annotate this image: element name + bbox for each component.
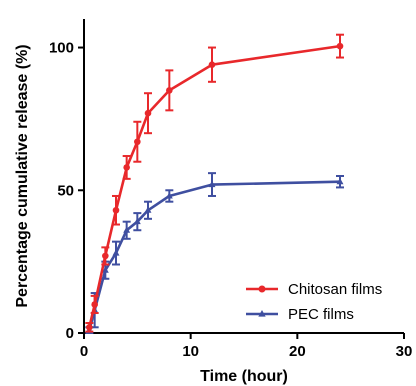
legend-swatch-marker	[258, 310, 266, 317]
data-point	[208, 61, 216, 68]
data-point	[91, 301, 98, 308]
series-line	[88, 44, 341, 328]
data-point	[86, 323, 93, 331]
data-point	[112, 206, 120, 214]
data-point	[123, 226, 131, 233]
data-point	[336, 177, 344, 185]
data-point	[166, 87, 173, 94]
data-point	[112, 249, 120, 256]
legend-item-pec-films: PEC films	[246, 306, 354, 323]
y-tick-label: 50	[57, 182, 74, 199]
series-layer	[85, 33, 344, 334]
y-axis-title: Percentage cumulative release (%)	[14, 44, 31, 307]
legend-label: PEC films	[288, 306, 354, 323]
x-axis-title: Time (hour)	[200, 368, 288, 385]
data-point	[336, 42, 344, 50]
series-chitosan-films	[85, 33, 344, 333]
data-point	[123, 164, 130, 171]
x-tick-label: 20	[289, 343, 306, 360]
data-point	[134, 138, 141, 146]
data-point	[133, 217, 141, 225]
x-tick-label: 0	[80, 343, 88, 360]
legend-label: Chitosan films	[288, 281, 382, 298]
y-tick-label: 0	[66, 325, 74, 342]
data-point	[101, 266, 109, 273]
legend-item-chitosan-films: Chitosan films	[246, 281, 382, 298]
series-line	[88, 180, 341, 331]
axes: 0 10 20 30 0 50 100	[49, 19, 412, 360]
legend: Chitosan films PEC films	[246, 281, 382, 323]
x-tick-label: 30	[396, 343, 413, 360]
y-tick-label: 100	[49, 40, 74, 57]
data-point	[144, 109, 152, 117]
legend-swatch-marker	[258, 285, 266, 293]
data-point	[102, 252, 109, 260]
data-point	[208, 180, 216, 188]
x-tick-label: 10	[182, 343, 199, 360]
data-point	[144, 206, 152, 213]
data-point	[165, 192, 173, 199]
